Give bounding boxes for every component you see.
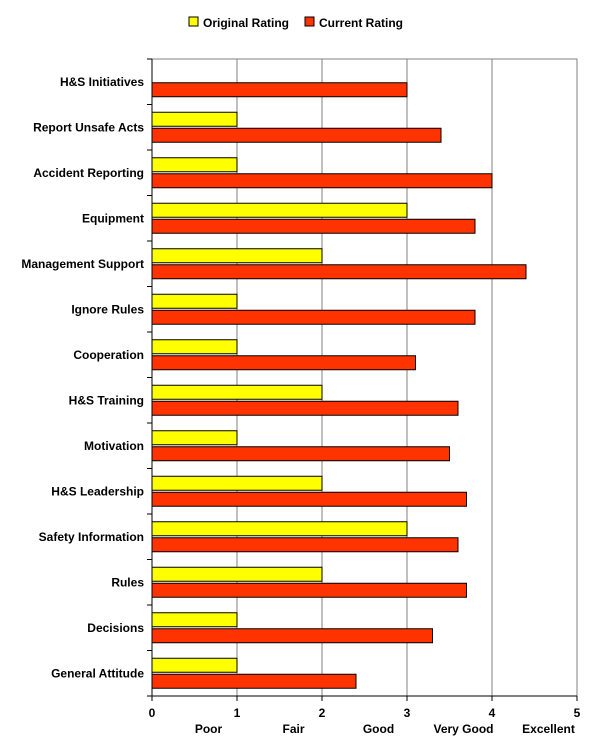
legend-label: Original Rating <box>203 16 289 30</box>
category-label: General Attitude <box>51 667 144 681</box>
category-label: Motivation <box>84 439 144 453</box>
category-label: Rules <box>111 576 144 590</box>
category-label: H&S Training <box>69 394 144 408</box>
bar-current <box>151 673 357 689</box>
bar-original <box>151 202 408 218</box>
bar-original <box>151 248 323 264</box>
x-tick-label: 3 <box>404 706 411 720</box>
x-tick-labels: 0 1 2 3 4 5 <box>149 706 581 720</box>
bar-original <box>151 430 238 446</box>
rating-label: Poor <box>195 722 223 736</box>
rating-label: Fair <box>282 722 304 736</box>
bar-original <box>151 657 238 673</box>
bar-current <box>151 446 450 462</box>
bar-current <box>151 309 476 325</box>
bar-original <box>151 384 323 400</box>
bar-current <box>151 582 467 598</box>
bar-current <box>151 628 433 644</box>
category-label: Report Unsafe Acts <box>33 121 144 135</box>
category-label: Decisions <box>87 621 144 635</box>
bar-current <box>151 173 493 189</box>
x-tick-label: 1 <box>234 706 241 720</box>
rating-label: Very Good <box>433 722 493 736</box>
legend-label: Current Rating <box>319 16 403 30</box>
category-label: Equipment <box>82 212 144 226</box>
bars <box>151 82 527 689</box>
bar-current <box>151 218 476 234</box>
bar-current <box>151 400 459 416</box>
bar-current <box>151 82 408 98</box>
rating-label: Good <box>363 722 394 736</box>
bar-current <box>151 355 416 371</box>
bar-current <box>151 264 527 280</box>
category-label: Accident Reporting <box>33 166 144 180</box>
category-labels: H&S Initiatives Report Unsafe Acts Acciden… <box>21 75 144 681</box>
rating-label: Excellent <box>522 722 575 736</box>
bar-original <box>151 475 323 491</box>
rating-labels: Poor Fair Good Very Good Excellent <box>195 722 575 736</box>
bar-original <box>151 293 238 309</box>
category-label: Cooperation <box>73 348 144 362</box>
category-label: Safety Information <box>39 530 144 544</box>
bar-original <box>151 157 238 173</box>
category-label: H&S Initiatives <box>60 75 144 89</box>
legend-swatch <box>188 16 199 27</box>
category-label: Ignore Rules <box>71 303 144 317</box>
category-label: Management Support <box>21 257 144 271</box>
plot-area <box>151 58 578 697</box>
x-tick-label: 2 <box>319 706 326 720</box>
axes <box>147 58 578 701</box>
x-tick-label: 5 <box>574 706 581 720</box>
x-tick-label: 4 <box>489 706 496 720</box>
bar-original <box>151 521 408 537</box>
legend-swatch <box>304 16 315 27</box>
bar-original <box>151 111 238 127</box>
bar-current <box>151 491 467 507</box>
legend: Original Rating Current Rating <box>188 16 403 30</box>
bar-current <box>151 537 459 553</box>
bar-original <box>151 612 238 628</box>
x-tick-label: 0 <box>149 706 156 720</box>
bar-current <box>151 127 442 143</box>
bar-original <box>151 339 238 355</box>
bar-original <box>151 566 323 582</box>
category-label: H&S Leadership <box>51 485 144 499</box>
